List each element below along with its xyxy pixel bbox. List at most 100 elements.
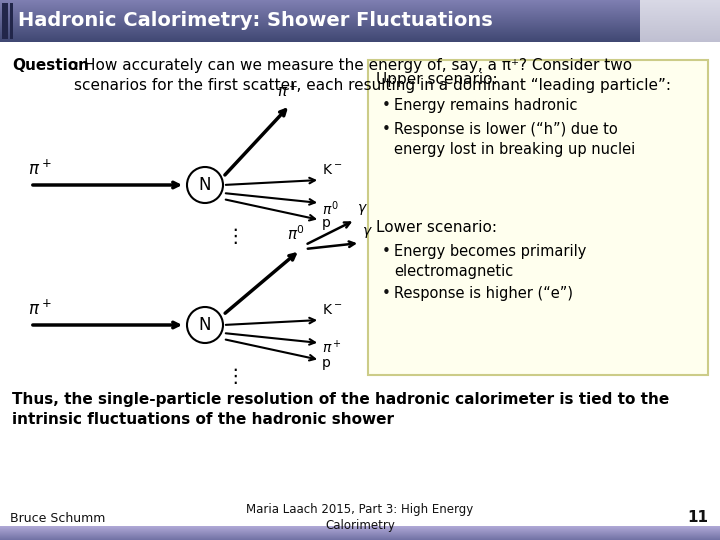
Text: K$^-$: K$^-$ xyxy=(322,303,342,317)
Text: Question: Question xyxy=(12,58,89,73)
Bar xyxy=(0,32,640,33)
Text: $\pi^+$: $\pi^+$ xyxy=(277,83,299,100)
Text: Energy becomes primarily
electromagnetic: Energy becomes primarily electromagnetic xyxy=(394,244,586,279)
Bar xyxy=(0,16,640,17)
Bar xyxy=(640,23,720,24)
Text: Bruce Schumm: Bruce Schumm xyxy=(10,511,105,524)
Bar xyxy=(0,13,640,14)
Bar xyxy=(0,528,720,529)
Bar xyxy=(0,15,640,16)
Bar xyxy=(2,3,8,39)
Bar xyxy=(640,35,720,36)
Bar xyxy=(0,539,720,540)
Bar xyxy=(640,39,720,40)
Text: $\pi^0$: $\pi^0$ xyxy=(287,224,305,243)
Bar xyxy=(0,25,640,26)
Bar xyxy=(640,8,720,9)
Bar xyxy=(640,15,720,16)
Bar xyxy=(640,24,720,25)
Circle shape xyxy=(187,167,223,203)
Bar xyxy=(640,16,720,17)
Bar xyxy=(640,28,720,29)
Bar xyxy=(0,530,720,531)
Bar xyxy=(0,11,640,12)
Bar xyxy=(0,19,640,20)
Bar xyxy=(0,18,640,19)
Text: Energy remains hadronic: Energy remains hadronic xyxy=(394,98,577,113)
Bar xyxy=(640,30,720,31)
Bar xyxy=(0,33,640,34)
Text: p: p xyxy=(322,356,331,370)
Bar xyxy=(0,3,640,4)
Text: Lower scenario:: Lower scenario: xyxy=(376,220,497,235)
Bar xyxy=(640,10,720,11)
Bar xyxy=(640,34,720,35)
Text: Upper scenario:: Upper scenario: xyxy=(376,72,498,87)
Bar xyxy=(0,31,640,32)
Bar xyxy=(640,26,720,27)
Bar xyxy=(0,6,640,7)
Bar xyxy=(0,37,640,38)
Circle shape xyxy=(187,307,223,343)
Text: •: • xyxy=(382,286,391,301)
Bar xyxy=(640,3,720,4)
Bar xyxy=(0,1,640,2)
Text: N: N xyxy=(199,316,211,334)
Bar xyxy=(0,26,640,27)
Bar xyxy=(0,12,640,13)
Text: •: • xyxy=(382,244,391,259)
Bar xyxy=(0,8,640,9)
Bar xyxy=(640,20,720,21)
Bar xyxy=(0,10,640,11)
FancyBboxPatch shape xyxy=(368,60,708,375)
Bar xyxy=(0,4,640,5)
Bar xyxy=(0,529,720,530)
Bar xyxy=(0,22,640,23)
Bar xyxy=(640,17,720,18)
Bar xyxy=(640,14,720,15)
Bar xyxy=(0,17,640,18)
Text: Response is lower (“h”) due to
energy lost in breaking up nuclei: Response is lower (“h”) due to energy lo… xyxy=(394,122,635,157)
Bar xyxy=(640,37,720,38)
Bar xyxy=(0,39,640,40)
Bar xyxy=(0,533,720,534)
Bar xyxy=(640,2,720,3)
Bar xyxy=(0,40,640,41)
Bar xyxy=(0,28,640,29)
Text: Maria Laach 2015, Part 3: High Energy
Calorimetry: Maria Laach 2015, Part 3: High Energy Ca… xyxy=(246,503,474,532)
Text: $\pi^+$: $\pi^+$ xyxy=(28,160,52,179)
Bar xyxy=(640,29,720,30)
Bar xyxy=(640,25,720,26)
Bar xyxy=(640,7,720,8)
Bar xyxy=(640,32,720,33)
Bar xyxy=(0,536,720,537)
Bar xyxy=(0,532,720,533)
Bar xyxy=(0,35,640,36)
Bar xyxy=(0,20,640,21)
Bar xyxy=(0,24,640,25)
Bar xyxy=(640,5,720,6)
Text: : How accurately can we measure the energy of, say, a π⁺? Consider two
scenarios: : How accurately can we measure the ener… xyxy=(74,58,671,93)
Bar xyxy=(0,7,640,8)
Bar xyxy=(10,3,13,39)
Bar xyxy=(640,21,720,22)
Bar xyxy=(640,6,720,7)
Text: Hadronic Calorimetry: Shower Fluctuations: Hadronic Calorimetry: Shower Fluctuation… xyxy=(18,11,492,30)
Bar xyxy=(640,0,720,1)
Bar xyxy=(0,27,640,28)
Text: Response is higher (“e”): Response is higher (“e”) xyxy=(394,286,573,301)
Bar xyxy=(640,22,720,23)
Bar xyxy=(0,9,640,10)
Text: $\pi^+$: $\pi^+$ xyxy=(322,339,342,356)
Text: N: N xyxy=(199,176,211,194)
Bar xyxy=(640,31,720,32)
Bar xyxy=(0,34,640,35)
Bar xyxy=(0,534,720,535)
Bar xyxy=(640,38,720,39)
Bar xyxy=(640,36,720,37)
Text: ⋮: ⋮ xyxy=(225,367,245,386)
Bar xyxy=(640,13,720,14)
Text: ⋮: ⋮ xyxy=(225,227,245,246)
Bar xyxy=(0,5,640,6)
Text: $\gamma$: $\gamma$ xyxy=(362,225,373,240)
